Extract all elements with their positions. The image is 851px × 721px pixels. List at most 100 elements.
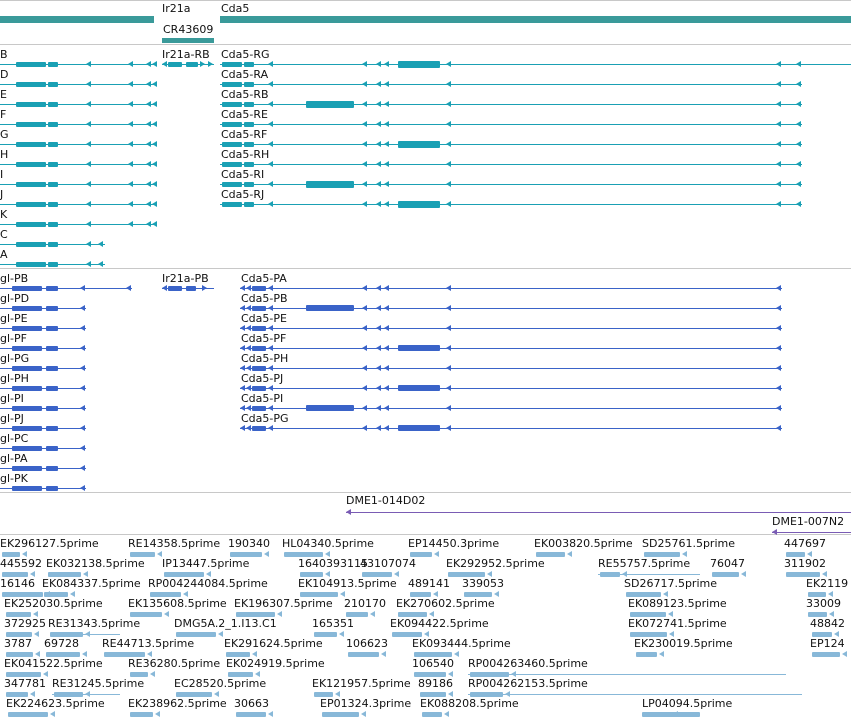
est-label[interactable]: EK041522.5prime xyxy=(4,657,103,670)
est-label[interactable]: 76047 xyxy=(710,557,745,570)
est-label[interactable]: EK135608.5prime xyxy=(128,597,227,610)
est-label[interactable]: 106540 xyxy=(412,657,454,670)
est-label[interactable]: SD25761.5prime xyxy=(642,537,735,550)
est-label[interactable]: 16146 xyxy=(0,577,35,590)
transcript-label-cda5[interactable]: Cda5-RJ xyxy=(221,188,265,201)
protein-label-left[interactable]: gl-PB xyxy=(0,272,29,285)
protein-label-ir21a[interactable]: Ir21a-PB xyxy=(162,272,209,285)
gene-glyph[interactable] xyxy=(0,16,154,23)
protein-label-left[interactable]: gl-PK xyxy=(0,472,28,485)
est-label[interactable]: EK252030.5prime xyxy=(4,597,103,610)
transcript-label-cda5[interactable]: Cda5-RG xyxy=(221,48,270,61)
est-label[interactable]: 210170 xyxy=(344,597,386,610)
protein-label-left[interactable]: gl-PE xyxy=(0,312,28,325)
protein-label-left[interactable]: gl-PA xyxy=(0,452,28,465)
protein-label-cda5[interactable]: Cda5-PB xyxy=(241,292,288,305)
transcript-label-left[interactable]: I xyxy=(0,168,4,181)
protein-label-left[interactable]: gl-PC xyxy=(0,432,29,445)
protein-label-cda5[interactable]: Cda5-PF xyxy=(241,332,287,345)
est-label[interactable]: 347781 xyxy=(4,677,46,690)
est-label[interactable]: EK224623.5prime xyxy=(6,697,105,710)
est-label[interactable]: EK084337.5prime xyxy=(42,577,141,590)
est-label[interactable]: EK089123.5prime xyxy=(628,597,727,610)
est-label[interactable]: RE44713.5prime xyxy=(102,637,195,650)
protein-label-left[interactable]: gl-PJ xyxy=(0,412,24,425)
est-label[interactable]: EK094422.5prime xyxy=(390,617,489,630)
est-label[interactable]: EK196307.5prime xyxy=(234,597,333,610)
est-label[interactable]: EK121957.5prime xyxy=(312,677,411,690)
est-label[interactable]: 165351 xyxy=(312,617,354,630)
transcript-label-cda5[interactable]: Cda5-RF xyxy=(221,128,268,141)
transcript-label-cda5[interactable]: Cda5-RB xyxy=(221,88,269,101)
est-label[interactable]: 89186 xyxy=(418,677,453,690)
est-label[interactable]: EK032138.5prime xyxy=(46,557,145,570)
est-label[interactable]: LP04094.5prime xyxy=(642,697,733,710)
est-label[interactable]: RP004244084.5prime xyxy=(148,577,268,590)
est-label[interactable]: IP13447.5prime xyxy=(162,557,250,570)
protein-label-left[interactable]: gl-PD xyxy=(0,292,30,305)
est-label[interactable]: EK093444.5prime xyxy=(412,637,511,650)
est-label[interactable]: EK024919.5prime xyxy=(226,657,325,670)
est-label[interactable]: RP004262153.5prime xyxy=(468,677,588,690)
est-label[interactable]: EK088208.5prime xyxy=(420,697,519,710)
transcript-label-cda5[interactable]: Cda5-RA xyxy=(221,68,269,81)
est-label[interactable]: EP01324.3prime xyxy=(320,697,412,710)
est-label[interactable]: EK072741.5prime xyxy=(628,617,727,630)
est-label[interactable]: SD26717.5prime xyxy=(624,577,717,590)
protein-label-left[interactable]: gl-PG xyxy=(0,352,30,365)
transcript-label-left[interactable]: G xyxy=(0,128,9,141)
est-label[interactable]: EK270602.5prime xyxy=(396,597,495,610)
est-label[interactable]: EK230019.5prime xyxy=(634,637,733,650)
est-label[interactable]: 1640393115 xyxy=(298,557,368,570)
protein-label-left[interactable]: gl-PF xyxy=(0,332,27,345)
est-label[interactable]: EC28520.5prime xyxy=(174,677,267,690)
transcript-label-cda5[interactable]: Cda5-RI xyxy=(221,168,265,181)
est-label[interactable]: HL04340.5prime xyxy=(282,537,374,550)
est-label[interactable]: 372925 xyxy=(4,617,46,630)
protein-label-cda5[interactable]: Cda5-PJ xyxy=(241,372,284,385)
est-label[interactable]: 106623 xyxy=(346,637,388,650)
transcript-label-cda5[interactable]: Cda5-RH xyxy=(221,148,270,161)
est-label[interactable]: 30663 xyxy=(234,697,269,710)
clone-label[interactable]: DME1-007N2 xyxy=(772,515,845,528)
transcript-label-left[interactable]: F xyxy=(0,108,7,121)
transcript-label-left[interactable]: C xyxy=(0,228,8,241)
protein-label-cda5[interactable]: Cda5-PE xyxy=(241,312,287,325)
est-label[interactable]: EK296127.5prime xyxy=(0,537,99,550)
gene-label-cr43609[interactable]: CR43609 xyxy=(163,23,214,36)
clone-label[interactable]: DME1-014D02 xyxy=(346,494,426,507)
gene-glyph-cda5[interactable] xyxy=(220,16,851,23)
transcript-label-cda5[interactable]: Cda5-RE xyxy=(221,108,268,121)
est-label[interactable]: 339053 xyxy=(462,577,504,590)
protein-label-cda5[interactable]: Cda5-PA xyxy=(241,272,287,285)
est-label[interactable]: 311902 xyxy=(784,557,826,570)
est-label[interactable]: 43107074 xyxy=(360,557,416,570)
est-label[interactable]: RE31245.5prime xyxy=(52,677,145,690)
est-label[interactable]: EP14450.3prime xyxy=(408,537,500,550)
est-label[interactable]: 3787 xyxy=(4,637,32,650)
transcript-label-left[interactable]: H xyxy=(0,148,9,161)
est-label[interactable]: RE36280.5prime xyxy=(128,657,221,670)
protein-label-cda5[interactable]: Cda5-PI xyxy=(241,392,284,405)
protein-label-cda5[interactable]: Cda5-PH xyxy=(241,352,289,365)
transcript-label-left[interactable]: A xyxy=(0,248,8,261)
gene-glyph-cr43609[interactable] xyxy=(162,38,214,43)
est-label[interactable]: RE14358.5prime xyxy=(128,537,221,550)
est-label[interactable]: 33009 xyxy=(806,597,841,610)
gene-label-cda5[interactable]: Cda5 xyxy=(221,2,250,15)
est-label[interactable]: 489141 xyxy=(408,577,450,590)
est-label[interactable]: EK238962.5prime xyxy=(128,697,227,710)
est-label[interactable]: 190340 xyxy=(228,537,270,550)
est-label[interactable]: RP004263460.5prime xyxy=(468,657,588,670)
est-label[interactable]: 445592 xyxy=(0,557,42,570)
est-label[interactable]: EK104913.5prime xyxy=(298,577,397,590)
est-label[interactable]: EK2119 xyxy=(806,577,849,590)
protein-label-cda5[interactable]: Cda5-PG xyxy=(241,412,289,425)
est-label[interactable]: 48842 xyxy=(810,617,845,630)
est-label[interactable]: EP124 xyxy=(810,637,845,650)
gene-label-ir21a[interactable]: Ir21a xyxy=(162,2,191,15)
est-label[interactable]: EK003820.5prime xyxy=(534,537,633,550)
transcript-label-left[interactable]: K xyxy=(0,208,8,221)
transcript-label-left[interactable]: J xyxy=(0,188,4,201)
est-label[interactable]: RE55757.5prime xyxy=(598,557,691,570)
